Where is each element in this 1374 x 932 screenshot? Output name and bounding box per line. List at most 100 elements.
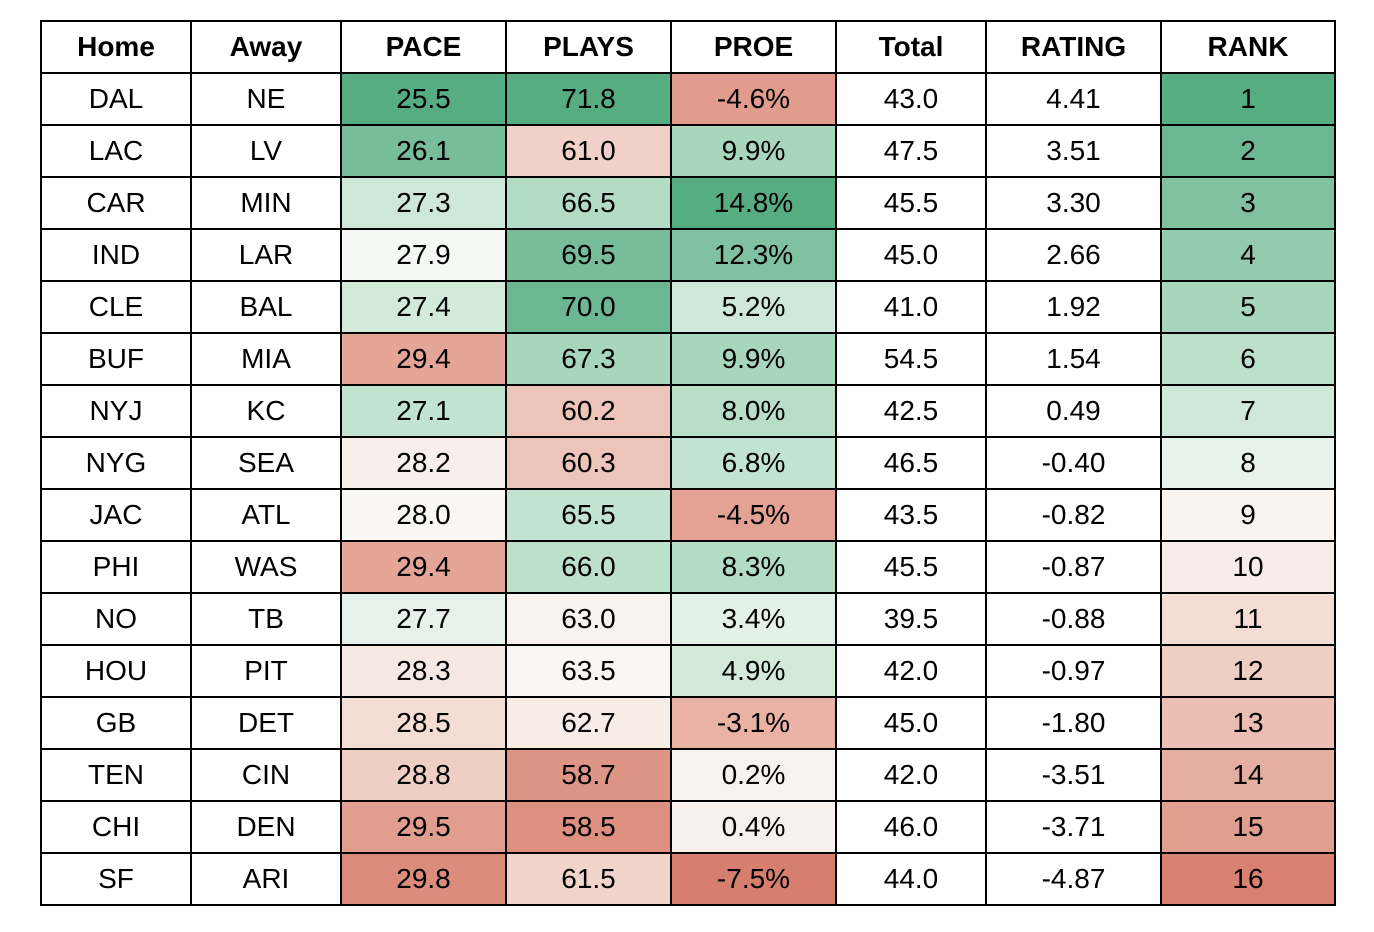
cell-proe: 12.3% xyxy=(671,229,836,281)
cell-pace: 28.8 xyxy=(341,749,506,801)
cell-away: TB xyxy=(191,593,341,645)
table-row: LACLV26.161.09.9%47.53.512 xyxy=(41,125,1335,177)
cell-rating: -0.40 xyxy=(986,437,1161,489)
cell-proe: -4.5% xyxy=(671,489,836,541)
cell-rating: -3.71 xyxy=(986,801,1161,853)
cell-rating: -0.82 xyxy=(986,489,1161,541)
cell-home: LAC xyxy=(41,125,191,177)
cell-away: DET xyxy=(191,697,341,749)
cell-pace: 28.3 xyxy=(341,645,506,697)
cell-rating: -0.97 xyxy=(986,645,1161,697)
cell-home: BUF xyxy=(41,333,191,385)
cell-proe: 0.4% xyxy=(671,801,836,853)
cell-rank: 12 xyxy=(1161,645,1335,697)
cell-away: MIN xyxy=(191,177,341,229)
cell-pace: 27.3 xyxy=(341,177,506,229)
col-header-pace: PACE xyxy=(341,21,506,73)
cell-plays: 58.7 xyxy=(506,749,671,801)
cell-away: ARI xyxy=(191,853,341,905)
table-row: BUFMIA29.467.39.9%54.51.546 xyxy=(41,333,1335,385)
cell-plays: 60.3 xyxy=(506,437,671,489)
cell-rank: 5 xyxy=(1161,281,1335,333)
table-row: JACATL28.065.5-4.5%43.5-0.829 xyxy=(41,489,1335,541)
cell-plays: 60.2 xyxy=(506,385,671,437)
col-header-proe: PROE xyxy=(671,21,836,73)
cell-total: 43.5 xyxy=(836,489,986,541)
cell-home: CHI xyxy=(41,801,191,853)
cell-rating: 0.49 xyxy=(986,385,1161,437)
col-header-total: Total xyxy=(836,21,986,73)
cell-away: ATL xyxy=(191,489,341,541)
table-body: DALNE25.571.8-4.6%43.04.411LACLV26.161.0… xyxy=(41,73,1335,905)
cell-rank: 7 xyxy=(1161,385,1335,437)
cell-total: 54.5 xyxy=(836,333,986,385)
cell-proe: 9.9% xyxy=(671,125,836,177)
table-row: INDLAR27.969.512.3%45.02.664 xyxy=(41,229,1335,281)
cell-rating: 3.30 xyxy=(986,177,1161,229)
cell-away: LV xyxy=(191,125,341,177)
table-row: HOUPIT28.363.54.9%42.0-0.9712 xyxy=(41,645,1335,697)
cell-total: 46.0 xyxy=(836,801,986,853)
cell-proe: 4.9% xyxy=(671,645,836,697)
cell-plays: 61.0 xyxy=(506,125,671,177)
cell-home: CAR xyxy=(41,177,191,229)
table-row: NYJKC27.160.28.0%42.50.497 xyxy=(41,385,1335,437)
cell-proe: -7.5% xyxy=(671,853,836,905)
cell-away: WAS xyxy=(191,541,341,593)
cell-pace: 28.0 xyxy=(341,489,506,541)
cell-total: 43.0 xyxy=(836,73,986,125)
cell-proe: 14.8% xyxy=(671,177,836,229)
cell-rank: 6 xyxy=(1161,333,1335,385)
cell-home: JAC xyxy=(41,489,191,541)
cell-away: KC xyxy=(191,385,341,437)
col-header-away: Away xyxy=(191,21,341,73)
table-row: NYGSEA28.260.36.8%46.5-0.408 xyxy=(41,437,1335,489)
table-row: TENCIN28.858.70.2%42.0-3.5114 xyxy=(41,749,1335,801)
matchup-table: HomeAwayPACEPLAYSPROETotalRATINGRANK DAL… xyxy=(40,20,1336,906)
cell-pace: 27.4 xyxy=(341,281,506,333)
cell-pace: 28.2 xyxy=(341,437,506,489)
cell-total: 45.0 xyxy=(836,697,986,749)
cell-pace: 27.1 xyxy=(341,385,506,437)
cell-rating: -0.87 xyxy=(986,541,1161,593)
cell-proe: 5.2% xyxy=(671,281,836,333)
cell-rank: 4 xyxy=(1161,229,1335,281)
cell-proe: -4.6% xyxy=(671,73,836,125)
cell-pace: 29.8 xyxy=(341,853,506,905)
cell-total: 44.0 xyxy=(836,853,986,905)
cell-plays: 70.0 xyxy=(506,281,671,333)
cell-rank: 14 xyxy=(1161,749,1335,801)
cell-total: 42.0 xyxy=(836,749,986,801)
cell-rating: 2.66 xyxy=(986,229,1161,281)
cell-away: BAL xyxy=(191,281,341,333)
cell-rank: 10 xyxy=(1161,541,1335,593)
cell-away: PIT xyxy=(191,645,341,697)
cell-away: NE xyxy=(191,73,341,125)
cell-total: 45.5 xyxy=(836,541,986,593)
cell-home: NYG xyxy=(41,437,191,489)
col-header-rating: RATING xyxy=(986,21,1161,73)
cell-plays: 58.5 xyxy=(506,801,671,853)
cell-plays: 62.7 xyxy=(506,697,671,749)
cell-total: 42.0 xyxy=(836,645,986,697)
cell-plays: 69.5 xyxy=(506,229,671,281)
cell-plays: 63.5 xyxy=(506,645,671,697)
cell-proe: 8.3% xyxy=(671,541,836,593)
cell-rating: -4.87 xyxy=(986,853,1161,905)
cell-home: IND xyxy=(41,229,191,281)
col-header-rank: RANK xyxy=(1161,21,1335,73)
cell-rating: -0.88 xyxy=(986,593,1161,645)
cell-rank: 15 xyxy=(1161,801,1335,853)
cell-proe: 6.8% xyxy=(671,437,836,489)
table-header-row: HomeAwayPACEPLAYSPROETotalRATINGRANK xyxy=(41,21,1335,73)
cell-home: GB xyxy=(41,697,191,749)
cell-plays: 66.0 xyxy=(506,541,671,593)
cell-rank: 11 xyxy=(1161,593,1335,645)
table-row: CHIDEN29.558.50.4%46.0-3.7115 xyxy=(41,801,1335,853)
cell-rank: 3 xyxy=(1161,177,1335,229)
cell-total: 39.5 xyxy=(836,593,986,645)
cell-proe: 8.0% xyxy=(671,385,836,437)
cell-rating: 3.51 xyxy=(986,125,1161,177)
cell-home: PHI xyxy=(41,541,191,593)
cell-away: LAR xyxy=(191,229,341,281)
